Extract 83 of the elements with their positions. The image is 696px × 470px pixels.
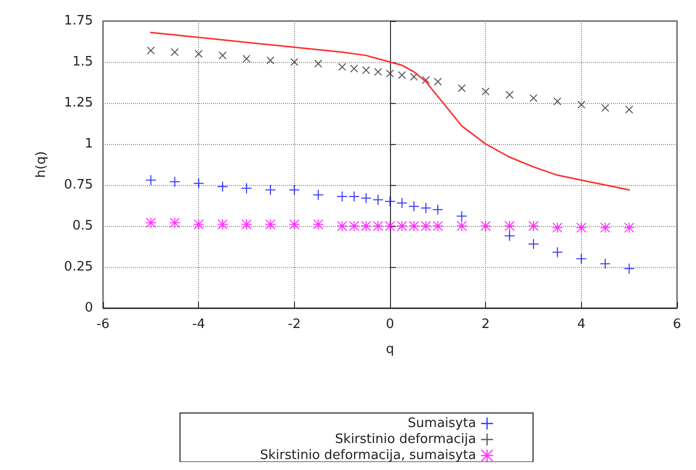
- point: [408, 201, 419, 212]
- y-axis-title: h(q): [34, 151, 49, 178]
- point: [194, 50, 203, 58]
- point: [528, 221, 538, 231]
- point: [146, 46, 155, 54]
- point: [396, 198, 407, 208]
- legend-label: Sumaisyta: [408, 416, 476, 431]
- legend-label: Skirstinio deformacija: [335, 432, 476, 447]
- point: [373, 221, 384, 231]
- point: [242, 219, 252, 230]
- point: [420, 221, 431, 231]
- x-tick-label: 4: [577, 317, 586, 332]
- point: [408, 221, 419, 231]
- point: [194, 178, 204, 188]
- point: [386, 70, 394, 78]
- point: [170, 48, 179, 56]
- x-tick-label: -2: [288, 317, 301, 332]
- point: [410, 72, 418, 81]
- point: [373, 194, 384, 205]
- point: [422, 76, 430, 84]
- point: [552, 247, 562, 258]
- point: [577, 100, 586, 109]
- y-tick-label: 0.25: [64, 260, 93, 274]
- point: [242, 183, 252, 194]
- point: [361, 221, 372, 231]
- point: [290, 58, 298, 66]
- point: [313, 219, 324, 230]
- point: [600, 222, 610, 233]
- point: [398, 71, 406, 80]
- x-tick-label: -6: [96, 317, 110, 332]
- point: [480, 221, 491, 231]
- x-tick-label: 0: [386, 317, 394, 332]
- point: [385, 196, 395, 206]
- y-tick-label: 1.5: [72, 54, 93, 70]
- point: [361, 193, 372, 204]
- point: [289, 219, 300, 230]
- point: [314, 60, 322, 68]
- point: [576, 222, 586, 233]
- line-series: [150, 32, 630, 191]
- y-tick-label: 1.75: [64, 14, 93, 28]
- point: [530, 94, 538, 102]
- x-tick-label: 6: [672, 317, 682, 332]
- point: [528, 239, 538, 250]
- y-tick-label: 0: [84, 300, 93, 316]
- x-tick-label: 2: [482, 317, 490, 332]
- point: [624, 264, 634, 274]
- x-tick-label: -4: [192, 317, 206, 332]
- point: [432, 221, 443, 231]
- point: [385, 221, 395, 231]
- point: [349, 191, 360, 202]
- point: [601, 104, 610, 112]
- point: [289, 184, 300, 195]
- y-tick-label: 0.75: [64, 178, 93, 192]
- point: [194, 219, 204, 230]
- point: [350, 64, 358, 72]
- x-axis-title: q: [386, 342, 394, 357]
- y-tick-label: 1: [84, 136, 93, 152]
- point: [434, 78, 442, 86]
- point: [337, 191, 348, 202]
- legend-label: Skirstinio deformacija, sumaisyta: [260, 448, 476, 463]
- point: [396, 221, 407, 231]
- point: [170, 218, 180, 228]
- y-tick-label: 0.5: [72, 218, 93, 234]
- point: [458, 84, 466, 92]
- point: [218, 182, 228, 192]
- point: [482, 88, 490, 96]
- point: [337, 221, 348, 231]
- point: [600, 258, 610, 269]
- y-tick-label: 1.25: [64, 96, 93, 110]
- point: [576, 254, 586, 264]
- point: [313, 190, 324, 200]
- point: [265, 184, 276, 195]
- point: [432, 204, 443, 215]
- point: [504, 230, 515, 241]
- point: [456, 211, 467, 222]
- point: [146, 175, 156, 186]
- point: [504, 221, 515, 231]
- point: [146, 218, 156, 228]
- point: [349, 221, 360, 231]
- point: [170, 176, 180, 187]
- point: [420, 202, 431, 213]
- point: [374, 68, 382, 76]
- point: [218, 52, 226, 60]
